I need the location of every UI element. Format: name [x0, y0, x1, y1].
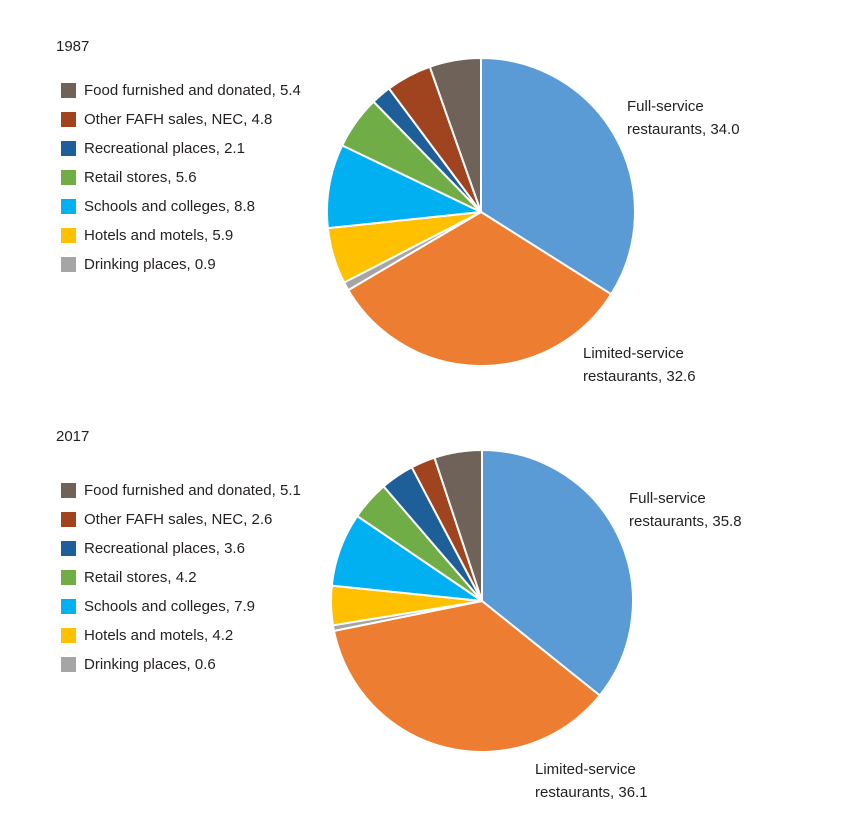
legend-item: Drinking places, 0.6 [61, 650, 301, 679]
callout-line: Limited-service [583, 345, 684, 362]
callout-line: Full-service [627, 98, 704, 115]
legend-item: Other FAFH sales, NEC, 2.6 [61, 505, 301, 534]
legend-swatch [61, 512, 76, 527]
legend-label: Hotels and motels, 4.2 [84, 627, 234, 644]
legend-item: Drinking places, 0.9 [61, 250, 301, 279]
legend-label: Schools and colleges, 7.9 [84, 598, 255, 615]
pie-chart-1987: 1987 Food furnished and donated, 5.4 Oth… [56, 38, 740, 388]
legend-label: Retail stores, 4.2 [84, 569, 197, 586]
pie-2017 [330, 449, 634, 753]
legend-swatch [61, 570, 76, 585]
legend-swatch [61, 657, 76, 672]
legend-item: Hotels and motels, 5.9 [61, 221, 301, 250]
callout-line: Limited-service [535, 761, 636, 778]
legend-item: Food furnished and donated, 5.1 [61, 476, 301, 505]
legend-1987: Food furnished and donated, 5.4 Other FA… [61, 76, 301, 279]
legend-swatch [61, 628, 76, 643]
legend-label: Food furnished and donated, 5.4 [84, 82, 301, 99]
chart-title-1987: 1987 [56, 38, 90, 55]
pie-slice-limited-service-restaurants [347, 211, 613, 367]
pie-slice-schools-and-colleges [326, 144, 482, 230]
legend-item: Food furnished and donated, 5.4 [61, 76, 301, 105]
legend-label: Other FAFH sales, NEC, 2.6 [84, 511, 273, 528]
pie-slice-limited-service-restaurants [332, 600, 601, 753]
legend-label: Drinking places, 0.9 [84, 256, 216, 273]
legend-swatch [61, 170, 76, 185]
callout-line: restaurants, 35.8 [629, 513, 742, 530]
callout-line: Full-service [629, 490, 706, 507]
callout-limited-service-2017: Limited-service restaurants, 36.1 [535, 758, 648, 804]
pie-1987 [326, 57, 636, 367]
legend-swatch [61, 599, 76, 614]
legend-swatch [61, 228, 76, 243]
pie-slice-food-furnished-and-donated [428, 57, 482, 213]
legend-label: Retail stores, 5.6 [84, 169, 197, 186]
legend-item: Hotels and motels, 4.2 [61, 621, 301, 650]
legend-item: Other FAFH sales, NEC, 4.8 [61, 105, 301, 134]
legend-item: Schools and colleges, 8.8 [61, 192, 301, 221]
legend-label: Food furnished and donated, 5.1 [84, 482, 301, 499]
legend-label: Other FAFH sales, NEC, 4.8 [84, 111, 273, 128]
legend-swatch [61, 541, 76, 556]
legend-item: Recreational places, 2.1 [61, 134, 301, 163]
legend-item: Recreational places, 3.6 [61, 534, 301, 563]
legend-label: Recreational places, 2.1 [84, 140, 245, 157]
callout-limited-service-1987: Limited-service restaurants, 32.6 [583, 342, 696, 388]
chart-title-2017: 2017 [56, 428, 90, 445]
legend-item: Schools and colleges, 7.9 [61, 592, 301, 621]
legend-label: Recreational places, 3.6 [84, 540, 245, 557]
legend-2017: Food furnished and donated, 5.1 Other FA… [61, 476, 301, 679]
pie-slice-full-service-restaurants [481, 449, 634, 697]
legend-swatch [61, 199, 76, 214]
legend-item: Retail stores, 5.6 [61, 163, 301, 192]
pie-chart-2017: 2017 Food furnished and donated, 5.1 Oth… [0, 410, 845, 825]
legend-swatch [61, 112, 76, 127]
legend-item: Retail stores, 4.2 [61, 563, 301, 592]
legend-swatch [61, 483, 76, 498]
legend-swatch [61, 257, 76, 272]
legend-swatch [61, 141, 76, 156]
legend-label: Schools and colleges, 8.8 [84, 198, 255, 215]
pie-slice-food-furnished-and-donated [433, 449, 483, 602]
legend-label: Hotels and motels, 5.9 [84, 227, 234, 244]
callout-full-service-2017: Full-service restaurants, 35.8 [629, 487, 742, 533]
callout-full-service-1987: Full-service restaurants, 34.0 [627, 95, 740, 141]
legend-swatch [61, 83, 76, 98]
legend-label: Drinking places, 0.6 [84, 656, 216, 673]
callout-line: restaurants, 32.6 [583, 368, 696, 385]
callout-line: restaurants, 36.1 [535, 784, 648, 801]
callout-line: restaurants, 34.0 [627, 121, 740, 138]
